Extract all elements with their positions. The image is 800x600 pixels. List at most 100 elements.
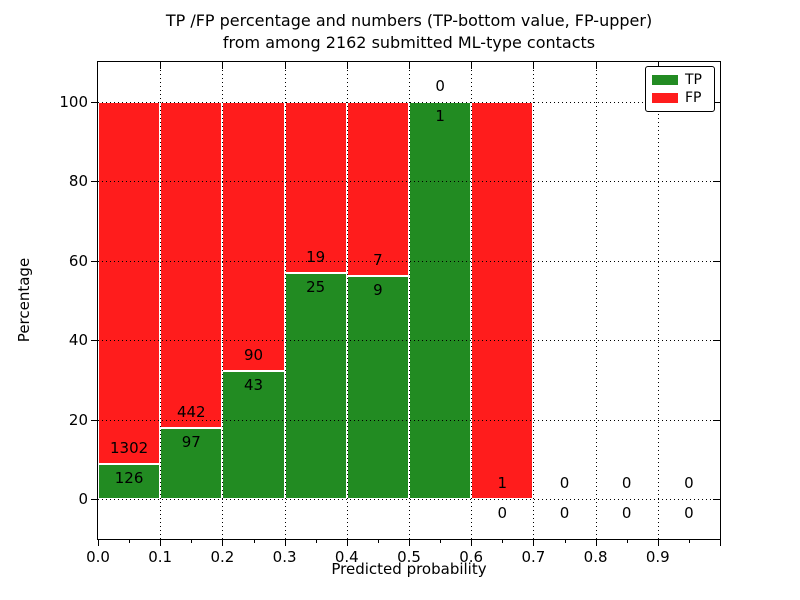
tp-count-label: 0 (497, 504, 508, 523)
fp-count-label: 0 (684, 474, 694, 493)
x-gridline (657, 62, 659, 539)
x-top-tick (409, 62, 410, 69)
y-tick-label: 20 (68, 410, 88, 429)
y-right-tick (713, 340, 720, 342)
y-right-tick (713, 419, 720, 421)
x-major-tick (160, 539, 162, 546)
x-gridline (160, 62, 162, 539)
fp-count-label: 1 (497, 474, 508, 493)
bar-segment-fp (160, 101, 223, 428)
x-minor-tick (253, 539, 255, 543)
y-tick-label: 100 (59, 92, 88, 111)
x-minor-tick (377, 539, 379, 543)
fp-color-swatch (652, 93, 678, 103)
fp-count-label: 442 (176, 402, 206, 421)
x-tick-label: 0.3 (272, 548, 297, 566)
x-major-tick (720, 539, 721, 546)
x-tick-label: 0.0 (86, 548, 110, 566)
y-right-tick (713, 181, 720, 183)
bar-segment-tp (98, 464, 161, 500)
chart-title-line1: TP /FP percentage and numbers (TP-bottom… (165, 11, 653, 30)
x-gridline (284, 62, 286, 539)
x-major-tick (595, 539, 597, 546)
y-major-tick (91, 340, 98, 342)
legend-label-fp: FP (685, 90, 702, 106)
x-minor-tick (315, 539, 317, 543)
tp-count-label: 9 (373, 280, 383, 299)
fp-count-label: 0 (435, 76, 445, 95)
y-tick-label: 40 (68, 331, 88, 350)
x-top-tick (346, 62, 348, 69)
tp-count-label: 0 (621, 504, 632, 523)
x-minor-tick (129, 539, 131, 543)
x-major-tick (409, 539, 410, 546)
x-major-tick (533, 539, 535, 546)
y-major-tick (91, 499, 98, 501)
legend: TP FP (645, 66, 715, 112)
x-major-tick (98, 539, 99, 546)
x-gridline (533, 62, 535, 539)
x-tick-label: 0.6 (459, 548, 484, 566)
bar-segment-tp (409, 101, 472, 500)
y-tick-label: 60 (68, 251, 88, 270)
bar-segment-fp (222, 101, 285, 371)
y-major-tick (91, 101, 98, 103)
y-tick-label: 0 (78, 490, 88, 509)
legend-item-tp: TP (652, 73, 708, 87)
x-top-tick (595, 62, 597, 69)
fp-count-label: 90 (243, 345, 264, 364)
y-major-tick (91, 260, 98, 262)
x-top-tick (533, 62, 535, 69)
y-major-tick (91, 419, 98, 421)
x-tick-label: 0.9 (645, 548, 670, 566)
bar-segment-fp (98, 101, 161, 465)
x-top-tick (471, 62, 473, 69)
x-top-tick (160, 62, 162, 69)
x-major-tick (346, 539, 348, 546)
fp-count-label: 1302 (110, 439, 149, 458)
y-right-tick (713, 101, 720, 103)
y-axis-label: Percentage (15, 257, 33, 343)
x-top-tick (222, 62, 224, 69)
x-top-tick (657, 62, 659, 69)
tp-color-swatch (652, 75, 678, 85)
tp-count-label: 43 (243, 375, 264, 394)
y-right-tick (713, 260, 720, 262)
x-major-tick (657, 539, 659, 546)
x-minor-tick (626, 539, 628, 543)
x-minor-tick (688, 539, 690, 543)
tp-count-label: 25 (306, 278, 326, 297)
tp-count-label: 1 (435, 106, 445, 125)
fp-count-label: 0 (559, 474, 570, 493)
x-tick-label: 0.7 (521, 548, 546, 566)
bar-segment-tp (346, 275, 409, 500)
x-tick-label: 0.5 (397, 548, 421, 566)
x-tick-label: 0.4 (334, 548, 359, 566)
x-gridline (595, 62, 597, 539)
x-minor-tick (191, 539, 193, 543)
tp-count-label: 0 (684, 504, 694, 523)
fp-count-label: 19 (306, 248, 326, 267)
chart-title-line2: from among 2162 submitted ML-type contac… (222, 33, 596, 52)
x-gridline (471, 62, 473, 539)
x-top-tick (720, 62, 721, 69)
x-tick-label: 0.8 (583, 548, 608, 566)
tp-count-label: 0 (559, 504, 570, 523)
legend-item-fp: FP (652, 91, 708, 105)
legend-label-tp: TP (685, 72, 702, 88)
bar-segment-fp (346, 101, 409, 276)
y-right-tick (713, 499, 720, 501)
x-major-tick (222, 539, 224, 546)
tp-count-label: 126 (114, 469, 144, 488)
x-major-tick (471, 539, 473, 546)
fp-count-label: 0 (621, 474, 632, 493)
x-tick-label: 0.1 (148, 548, 173, 566)
y-tick-label: 80 (68, 172, 88, 191)
x-major-tick (284, 539, 286, 546)
plot-area: 1302 126 442 97 90 43 19 25 7 9 0 1 1 0 0 0 0 0 0 0 (91, 61, 721, 546)
x-minor-tick (564, 539, 566, 543)
x-gridline (222, 62, 224, 539)
x-top-tick (284, 62, 286, 69)
x-gridline (409, 62, 410, 539)
